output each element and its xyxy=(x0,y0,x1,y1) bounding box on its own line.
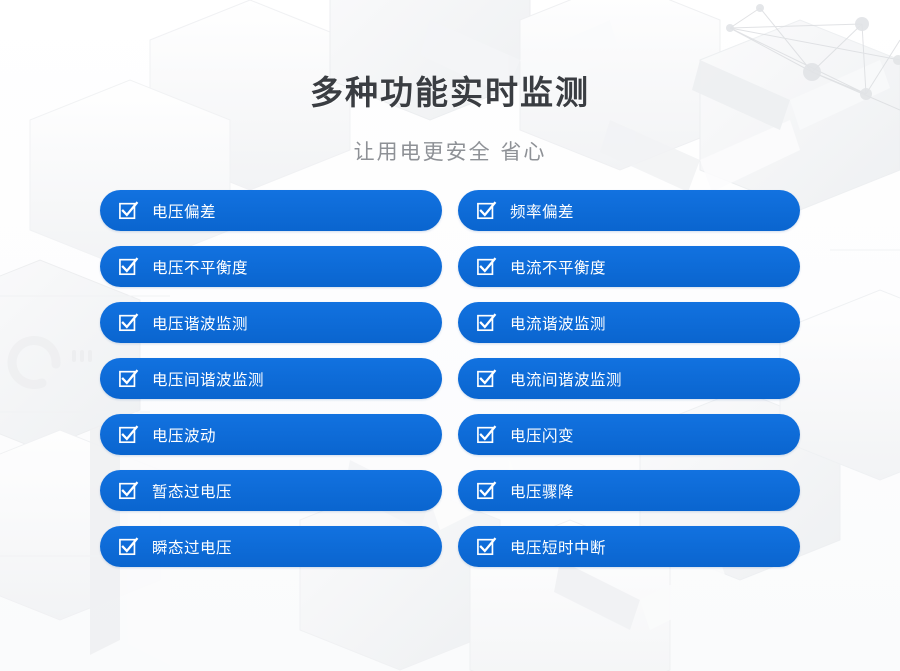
feature-item-voltage-interruption[interactable]: 电压短时中断 xyxy=(458,526,800,567)
feature-item-voltage-deviation[interactable]: 电压偏差 xyxy=(100,190,442,231)
feature-label: 瞬态过电压 xyxy=(152,538,233,557)
feature-item-current-unbalance[interactable]: 电流不平衡度 xyxy=(458,246,800,287)
checkbox-checked-icon xyxy=(119,481,139,500)
checkbox-checked-icon xyxy=(477,537,497,556)
feature-list: 电压偏差 电压不平衡度 电压谐波监测 xyxy=(100,190,800,567)
feature-item-transient-overvoltage[interactable]: 瞬态过电压 xyxy=(100,526,442,567)
feature-item-voltage-unbalance[interactable]: 电压不平衡度 xyxy=(100,246,442,287)
feature-item-voltage-fluctuation[interactable]: 电压波动 xyxy=(100,414,442,455)
feature-item-current-harmonic[interactable]: 电流谐波监测 xyxy=(458,302,800,343)
feature-label: 电压短时中断 xyxy=(510,538,607,557)
banner-header: 多种功能实时监测 让用电更安全 省心 xyxy=(0,0,900,166)
page-title: 多种功能实时监测 xyxy=(310,73,590,112)
circular-arc-icon xyxy=(7,336,61,389)
feature-label: 电压闪变 xyxy=(510,426,575,445)
feature-item-temporary-overvoltage[interactable]: 暂态过电压 xyxy=(100,470,442,511)
checkbox-checked-icon xyxy=(477,369,497,388)
feature-item-voltage-interharmonic[interactable]: 电压间谐波监测 xyxy=(100,358,442,399)
feature-label: 电压间谐波监测 xyxy=(152,370,265,389)
checkbox-checked-icon xyxy=(477,313,497,332)
feature-label: 电流谐波监测 xyxy=(510,314,607,333)
checkbox-checked-icon xyxy=(119,425,139,444)
feature-label: 频率偏差 xyxy=(510,202,575,221)
checkbox-checked-icon xyxy=(119,201,139,220)
feature-label: 电压偏差 xyxy=(152,202,217,221)
feature-label: 电压谐波监测 xyxy=(152,314,249,333)
feature-label: 电流间谐波监测 xyxy=(510,370,623,389)
checkbox-checked-icon xyxy=(477,481,497,500)
checkbox-checked-icon xyxy=(477,201,497,220)
dots-group xyxy=(72,350,92,362)
feature-column-right: 频率偏差 电流不平衡度 电流谐波监测 xyxy=(458,190,800,567)
checkbox-checked-icon xyxy=(119,257,139,276)
checkbox-checked-icon xyxy=(477,257,497,276)
page-subtitle: 让用电更安全 省心 xyxy=(353,140,547,164)
feature-label: 电流不平衡度 xyxy=(510,258,607,277)
checkbox-checked-icon xyxy=(119,537,139,556)
feature-label: 电压不平衡度 xyxy=(152,258,249,277)
feature-item-voltage-harmonic[interactable]: 电压谐波监测 xyxy=(100,302,442,343)
feature-label: 电压波动 xyxy=(152,426,217,445)
checkbox-checked-icon xyxy=(119,313,139,332)
checkbox-checked-icon xyxy=(477,425,497,444)
checkbox-checked-icon xyxy=(119,369,139,388)
feature-item-frequency-deviation[interactable]: 频率偏差 xyxy=(458,190,800,231)
feature-item-voltage-flicker[interactable]: 电压闪变 xyxy=(458,414,800,455)
feature-label: 电压骤降 xyxy=(510,482,575,501)
feature-column-left: 电压偏差 电压不平衡度 电压谐波监测 xyxy=(100,190,442,567)
feature-item-voltage-sag[interactable]: 电压骤降 xyxy=(458,470,800,511)
feature-item-current-interharmonic[interactable]: 电流间谐波监测 xyxy=(458,358,800,399)
feature-label: 暂态过电压 xyxy=(152,482,233,501)
